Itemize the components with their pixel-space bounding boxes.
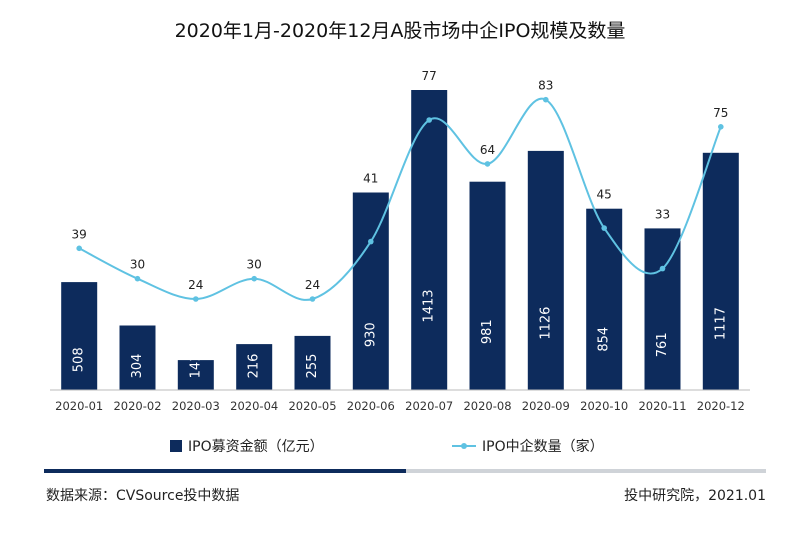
count-value-label: 30 xyxy=(247,258,262,272)
count-value-label: 64 xyxy=(480,143,495,157)
bar-2020-02 xyxy=(119,325,156,390)
bar-value-label: 1126 xyxy=(538,307,553,340)
x-tick-label: 2020-01 xyxy=(55,399,103,413)
footer-divider-dark xyxy=(44,469,406,473)
legend-line-label: IPO中企数量（家） xyxy=(482,439,604,455)
x-tick-label: 2020-11 xyxy=(638,399,686,413)
count-point-2020-12 xyxy=(718,124,724,130)
bar-2020-08 xyxy=(469,181,506,390)
legend: IPO募资金额（亿元） IPO中企数量（家） xyxy=(0,436,800,460)
count-value-label: 41 xyxy=(363,172,378,186)
count-value-label: 45 xyxy=(597,188,612,202)
bar-value-label: 216 xyxy=(247,354,262,379)
bar-value-label: 508 xyxy=(72,347,87,372)
count-point-2020-06 xyxy=(368,238,374,245)
count-value-label: 24 xyxy=(305,278,320,292)
bar-value-label: 761 xyxy=(655,332,670,357)
count-point-2020-02 xyxy=(134,275,141,282)
x-tick-label: 2020-06 xyxy=(347,399,395,413)
bar-value-labels: 508 304 141 216 255 930 1413 981 1126 854 761 1117 xyxy=(72,289,729,378)
count-point-2020-11 xyxy=(659,265,666,272)
bar-value-label: 304 xyxy=(130,354,145,379)
count-line xyxy=(78,97,722,301)
chart-title: 2020年1月-2020年12月A股市场中企IPO规模及数量 xyxy=(174,20,626,42)
x-tick-label: 2020-05 xyxy=(288,399,336,413)
x-tick-label: 2020-02 xyxy=(113,399,161,413)
bar-value-label: 1117 xyxy=(713,307,728,340)
source-note: 数据来源：CVSource投中数据 xyxy=(46,488,240,504)
footer-divider-light xyxy=(406,469,766,473)
x-tick-label: 2020-04 xyxy=(230,399,278,413)
legend-line-swatch xyxy=(452,440,476,452)
bar-2020-05 xyxy=(294,335,331,390)
count-value-label: 24 xyxy=(188,278,203,292)
bar-value-label: 930 xyxy=(363,322,378,347)
line-series: 39 30 24 30 24 41 77 64 83 45 33 75 xyxy=(72,69,728,302)
bar-2020-07 xyxy=(411,90,448,390)
count-point-2020-09 xyxy=(543,96,549,103)
x-tick-label: 2020-10 xyxy=(580,399,628,413)
bar-series xyxy=(61,90,739,390)
bar-2020-04 xyxy=(236,344,273,390)
x-tick-label: 2020-09 xyxy=(522,399,570,413)
count-point-2020-01 xyxy=(76,245,82,252)
count-point-2020-08 xyxy=(484,161,491,167)
bar-2020-10 xyxy=(586,208,623,390)
bar-2020-03 xyxy=(177,360,214,390)
x-axis: 2020-01 2020-02 2020-03 2020-04 2020-05 2020-… xyxy=(50,389,750,413)
x-tick-label: 2020-08 xyxy=(463,399,511,413)
bar-2020-11 xyxy=(644,228,681,390)
legend-bar-label: IPO募资金额（亿元） xyxy=(188,439,324,455)
legend-item-count: IPO中企数量（家） xyxy=(452,436,604,456)
count-point-2020-07 xyxy=(426,117,433,123)
bar-value-label: 1413 xyxy=(422,289,437,322)
count-value-label: 33 xyxy=(655,207,670,221)
count-value-label: 39 xyxy=(72,227,87,241)
count-point-2020-04 xyxy=(251,275,257,282)
bar-2020-06 xyxy=(352,192,389,390)
bar-2020-01 xyxy=(61,282,98,390)
bar-2020-12 xyxy=(702,152,739,390)
credit-note: 投中研究院，2021.01 xyxy=(624,488,766,504)
legend-item-amount: IPO募资金额（亿元） xyxy=(170,436,324,456)
x-tick-label: 2020-07 xyxy=(405,399,453,413)
bar-value-label: 141 xyxy=(188,354,203,379)
bar-2020-09 xyxy=(527,150,564,390)
bar-value-label: 255 xyxy=(305,354,320,379)
count-point-2020-03 xyxy=(193,296,199,302)
count-value-label: 77 xyxy=(422,69,437,83)
count-point-2020-10 xyxy=(601,225,607,231)
bar-value-label: 854 xyxy=(597,327,612,352)
bar-value-label: 981 xyxy=(480,319,495,344)
count-point-2020-05 xyxy=(309,296,316,302)
x-tick-label: 2020-03 xyxy=(172,399,220,413)
count-value-label: 83 xyxy=(538,79,553,93)
legend-bar-swatch xyxy=(170,440,182,452)
x-tick-label: 2020-12 xyxy=(697,399,745,413)
count-value-label: 75 xyxy=(713,106,728,120)
count-value-label: 30 xyxy=(130,258,145,272)
